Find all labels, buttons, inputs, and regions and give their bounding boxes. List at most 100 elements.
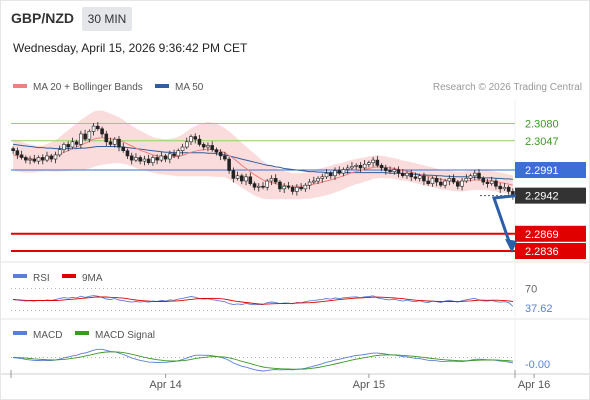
candle: [28, 158, 32, 161]
candle: [400, 172, 405, 177]
candle: [413, 176, 418, 179]
candle: [345, 167, 350, 170]
forecast-arrow-head: [505, 239, 517, 254]
candle: [83, 133, 87, 140]
legend-ma50-label: MA 50: [175, 82, 204, 93]
candle: [218, 151, 223, 157]
candle: [451, 178, 456, 183]
candle: [502, 186, 507, 190]
macd-signal-line: [13, 351, 513, 370]
candle: [70, 141, 75, 148]
candle: [66, 144, 70, 148]
candle: [405, 172, 409, 177]
candle: [240, 175, 244, 182]
candle: [485, 181, 490, 184]
candle: [320, 176, 325, 179]
candle: [11, 148, 15, 151]
candle: [477, 172, 481, 179]
candle: [396, 169, 401, 174]
legend-9ma-swatch: [62, 274, 76, 278]
legend-rsi-swatch: [13, 274, 27, 278]
x-axis-tick-label: Apr 14: [149, 379, 181, 391]
legend-9ma-label: 9MA: [82, 273, 103, 284]
legend-rsi-label: RSI: [33, 273, 50, 284]
candle: [15, 150, 20, 156]
candle: [472, 172, 477, 177]
pivot-badge: [515, 162, 586, 179]
candle: [201, 144, 206, 148]
candle: [392, 169, 397, 172]
candle: [197, 138, 202, 145]
support-badge: [515, 243, 586, 260]
forecast-arrow: [491, 194, 517, 248]
resistance-label: 2.3047: [525, 136, 559, 148]
candle: [184, 141, 189, 148]
candle: [307, 181, 312, 186]
candle: [265, 180, 270, 188]
candle: [422, 175, 426, 182]
candle: [261, 185, 265, 188]
candle: [256, 185, 261, 188]
candle: [104, 133, 109, 143]
candle: [341, 169, 346, 174]
legend-macd-label: MACD: [33, 330, 62, 341]
candle: [367, 162, 371, 165]
candle: [244, 176, 248, 182]
candle: [180, 146, 185, 151]
candle: [125, 150, 130, 157]
candle: [223, 155, 227, 160]
candle: [379, 165, 384, 169]
candle: [87, 131, 92, 140]
candle: [168, 153, 172, 160]
legend-ma50-swatch: [155, 84, 169, 88]
candle: [498, 185, 502, 190]
candle: [74, 141, 79, 145]
candle: [189, 136, 193, 143]
candle: [358, 165, 363, 169]
candle: [163, 155, 168, 160]
legend-macd-signal-label: MACD Signal: [95, 330, 155, 341]
candle: [273, 178, 278, 183]
candle: [252, 183, 257, 188]
candle: [426, 180, 430, 184]
x-axis-tick-label: Apr 15: [353, 379, 385, 391]
candle: [430, 178, 435, 184]
candle: [100, 128, 104, 135]
candle: [155, 157, 159, 161]
candle: [328, 172, 333, 177]
candle: [464, 178, 469, 182]
timeframe-button[interactable]: 30 MIN: [82, 7, 132, 31]
candle: [227, 158, 231, 171]
candle: [439, 181, 443, 186]
candle: [117, 138, 121, 148]
candle: [333, 170, 337, 177]
candle: [57, 149, 62, 156]
support-badge: [515, 225, 586, 242]
pivot-label: 2.2991: [525, 165, 559, 177]
candle: [231, 170, 236, 179]
candle: [32, 158, 37, 162]
rsi-last-value: 37.62: [525, 303, 553, 315]
candle: [362, 163, 367, 169]
candle: [159, 155, 164, 161]
current-price-label: 2.2942: [525, 191, 559, 203]
candle: [40, 157, 45, 161]
candle: [235, 175, 240, 179]
candle: [447, 178, 452, 182]
candle: [269, 178, 274, 182]
candle: [443, 180, 447, 186]
candle: [299, 186, 303, 190]
candle: [468, 175, 473, 179]
candle: [489, 180, 494, 184]
candle: [460, 180, 464, 187]
candle: [324, 172, 329, 178]
candle: [375, 159, 380, 166]
candle: [138, 157, 142, 162]
candle: [108, 141, 113, 145]
candle: [384, 167, 388, 171]
candle: [312, 180, 316, 183]
ma50-line: [13, 143, 513, 180]
